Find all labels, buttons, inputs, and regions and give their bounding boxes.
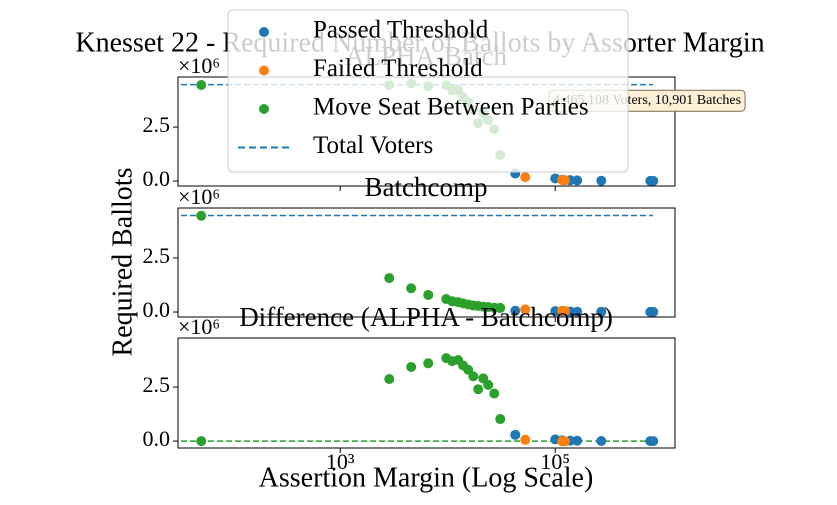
data-point — [559, 436, 570, 447]
y-axis-label: Required Ballots — [107, 168, 138, 357]
y-tick-label: 2.5 — [143, 243, 171, 268]
data-point — [196, 79, 207, 90]
data-point — [520, 304, 531, 315]
data-point — [596, 175, 607, 186]
x-tick-label: 10⁵ — [540, 449, 570, 474]
data-point — [495, 414, 506, 425]
data-point — [423, 289, 434, 300]
offset-label: ×10⁶ — [178, 314, 220, 339]
data-point — [520, 434, 531, 445]
subplot-title: Batchcomp — [365, 172, 488, 202]
data-point — [468, 371, 479, 382]
axes-frame — [177, 207, 676, 318]
legend-marker — [259, 104, 269, 114]
data-point — [423, 358, 434, 369]
data-point — [489, 388, 500, 399]
legend-label: Move Seat Between Parties — [313, 94, 589, 121]
axes-frame — [177, 337, 676, 449]
y-tick-label: 2.5 — [143, 112, 171, 137]
data-point — [559, 175, 570, 186]
offset-label: ×10⁶ — [178, 184, 220, 209]
data-point — [510, 429, 521, 440]
y-tick-label: 2.5 — [143, 372, 171, 397]
data-point — [648, 175, 659, 186]
data-point — [520, 172, 531, 183]
y-tick-label: 0.0 — [143, 426, 171, 451]
data-point — [510, 305, 521, 316]
data-point — [483, 379, 494, 390]
x-tick-label: 10³ — [326, 449, 355, 474]
data-point — [572, 435, 583, 446]
legend-marker — [259, 65, 269, 76]
legend-label: Total Voters — [313, 132, 433, 159]
legend-label: Passed Threshold — [313, 17, 489, 44]
data-point — [384, 374, 395, 385]
offset-label: ×10⁶ — [178, 53, 220, 78]
data-point — [196, 210, 207, 221]
legend-box — [227, 9, 629, 173]
data-point — [406, 283, 417, 294]
data-point — [648, 436, 659, 447]
data-point — [196, 436, 207, 447]
y-tick-label: 0.0 — [143, 297, 171, 322]
data-point — [495, 302, 506, 313]
data-point — [596, 306, 607, 317]
y-tick-label: 0.0 — [143, 166, 171, 191]
data-point — [648, 306, 659, 317]
data-point — [384, 273, 395, 284]
data-point — [572, 175, 583, 186]
data-point — [559, 305, 570, 316]
data-point — [406, 361, 417, 372]
data-point — [596, 435, 607, 446]
subplot-title: Difference (ALPHA - Batchcomp) — [239, 302, 613, 332]
data-point — [572, 306, 583, 317]
data-point — [473, 384, 484, 395]
legend-label: Failed Threshold — [313, 55, 483, 82]
legend-marker — [259, 27, 269, 37]
x-axis-label: Assertion Margin (Log Scale) — [259, 462, 594, 493]
